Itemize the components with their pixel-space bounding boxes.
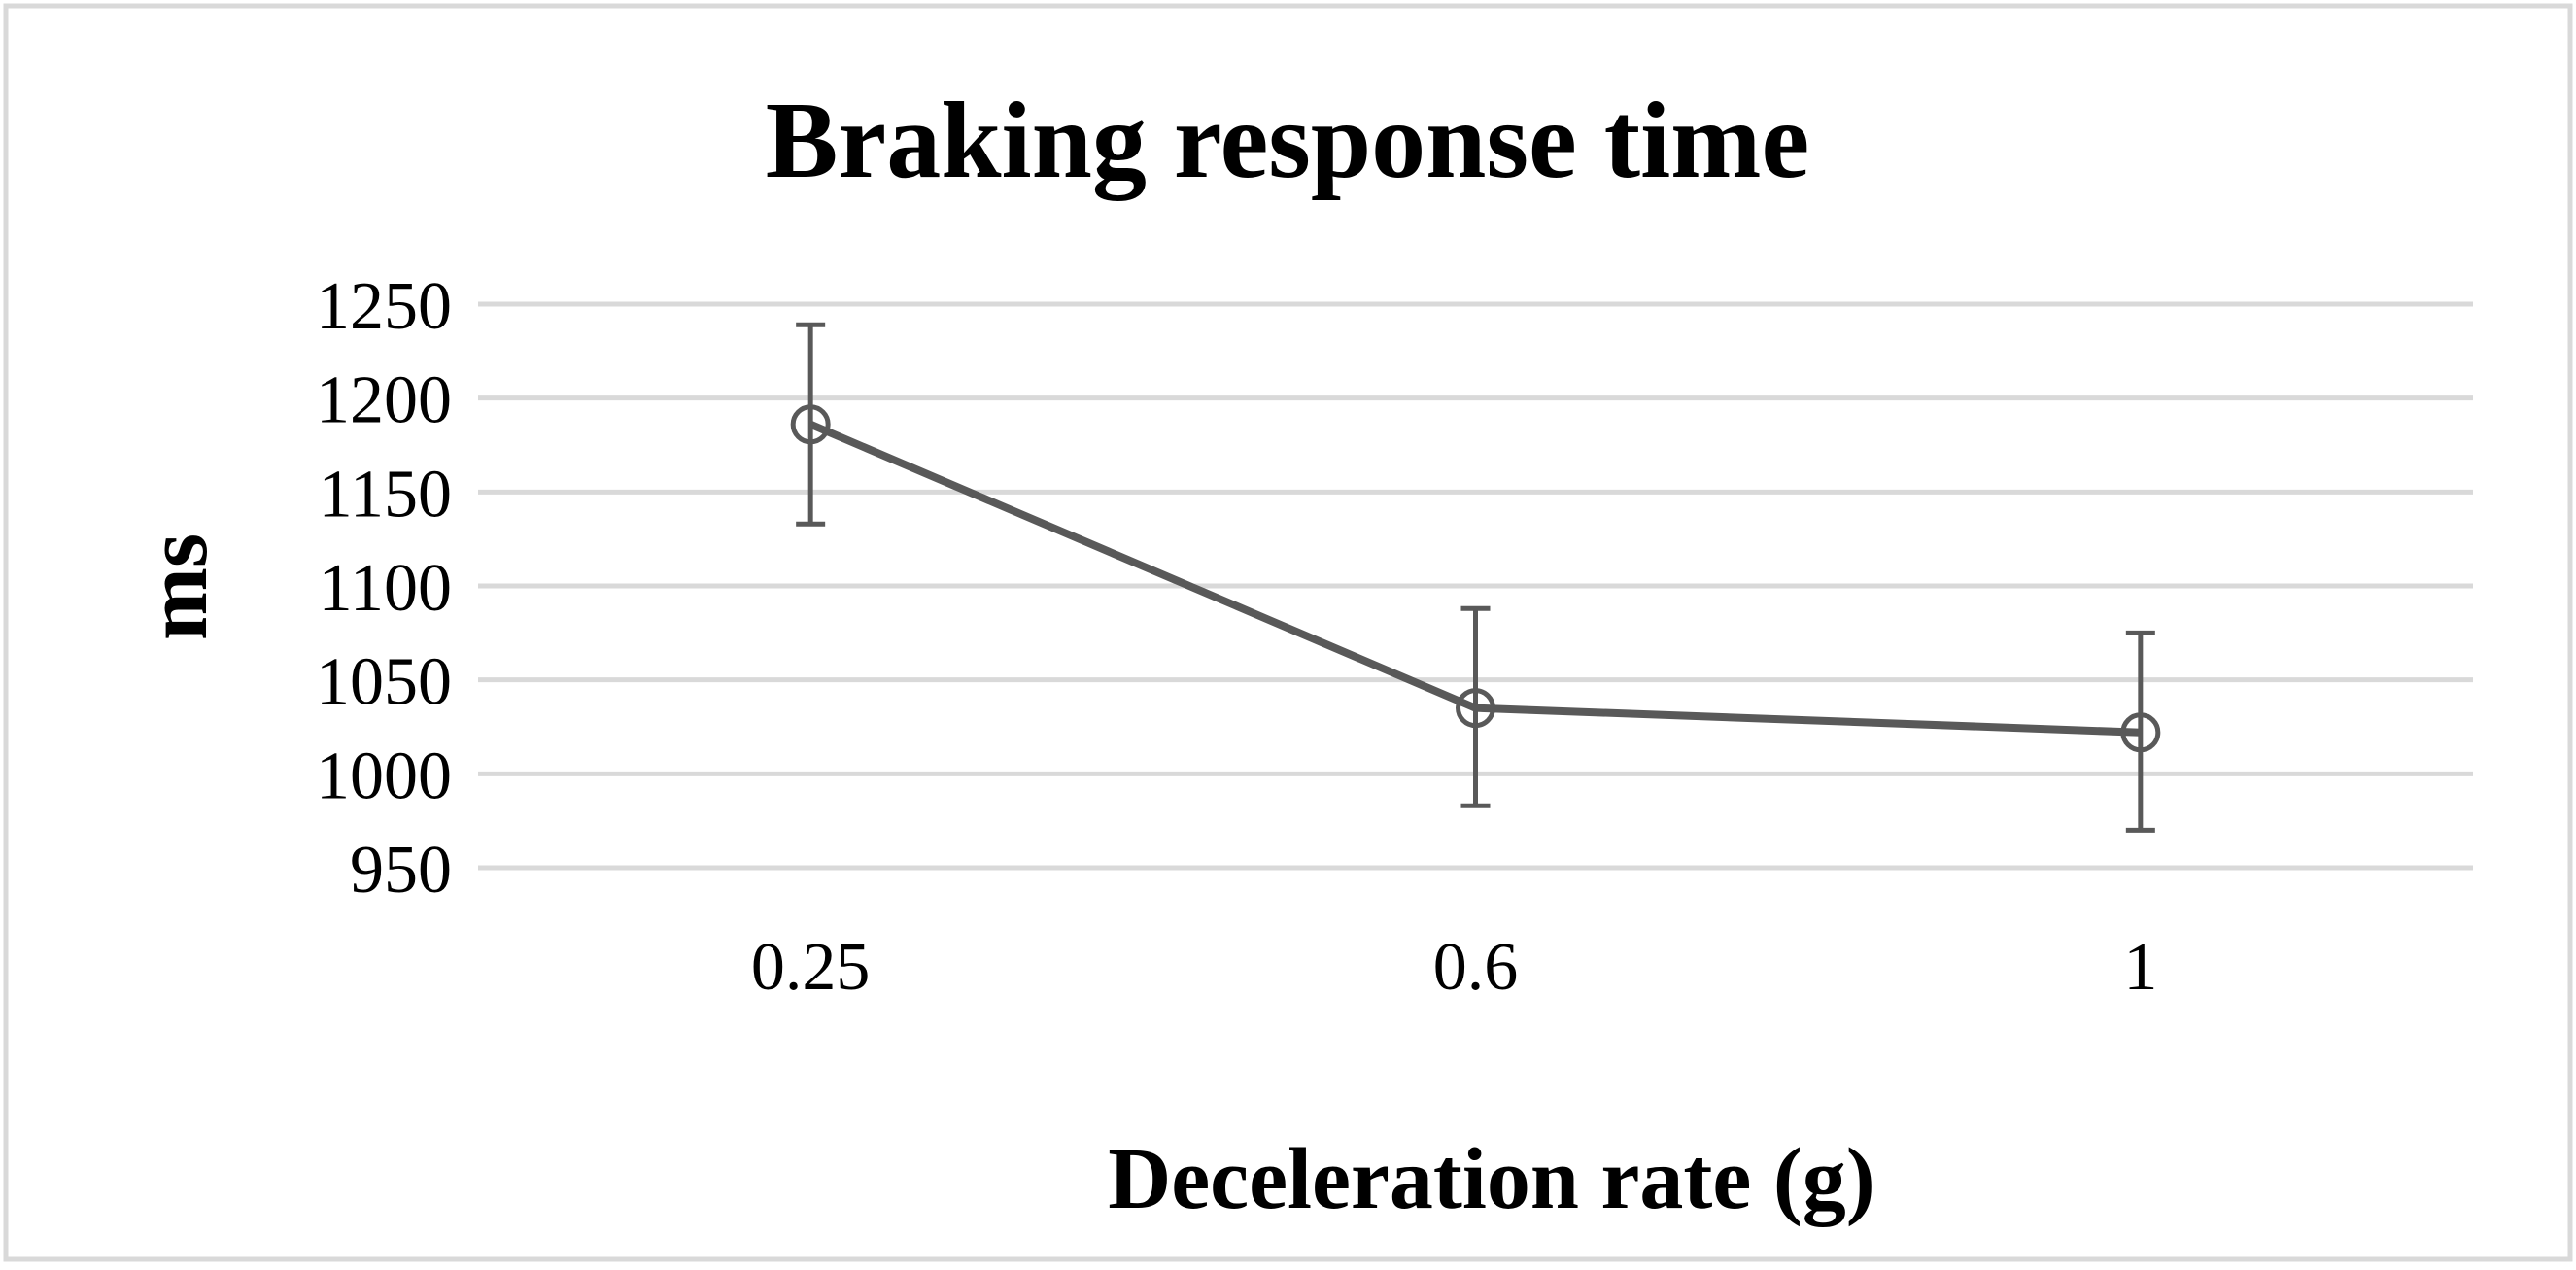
data-point-marker xyxy=(1456,688,1495,729)
y-tick-label: 1150 xyxy=(319,457,452,532)
data-point-marker xyxy=(2120,712,2161,753)
y-tick-label: 1200 xyxy=(316,363,452,438)
y-tick-labels: 950 1000 1050 1100 1150 1200 1250 xyxy=(316,269,452,908)
y-axis-title: ms xyxy=(129,533,225,640)
x-axis-title: Deceleration rate (g) xyxy=(1108,1131,1875,1227)
series-group xyxy=(790,322,2161,833)
chart-title: Braking response time xyxy=(766,81,1809,201)
x-tick-labels: 0.25 0.6 1 xyxy=(751,930,2157,1005)
x-tick-label: 0.25 xyxy=(751,930,871,1005)
data-point-marker xyxy=(790,404,831,445)
y-tick-label: 1100 xyxy=(319,551,452,626)
y-tick-label: 1250 xyxy=(316,269,452,344)
y-tick-label: 1000 xyxy=(316,738,452,813)
x-tick-label: 1 xyxy=(2123,930,2157,1005)
x-tick-label: 0.6 xyxy=(1433,930,1519,1005)
y-tick-label: 950 xyxy=(350,833,452,908)
y-tick-label: 1050 xyxy=(316,645,452,720)
